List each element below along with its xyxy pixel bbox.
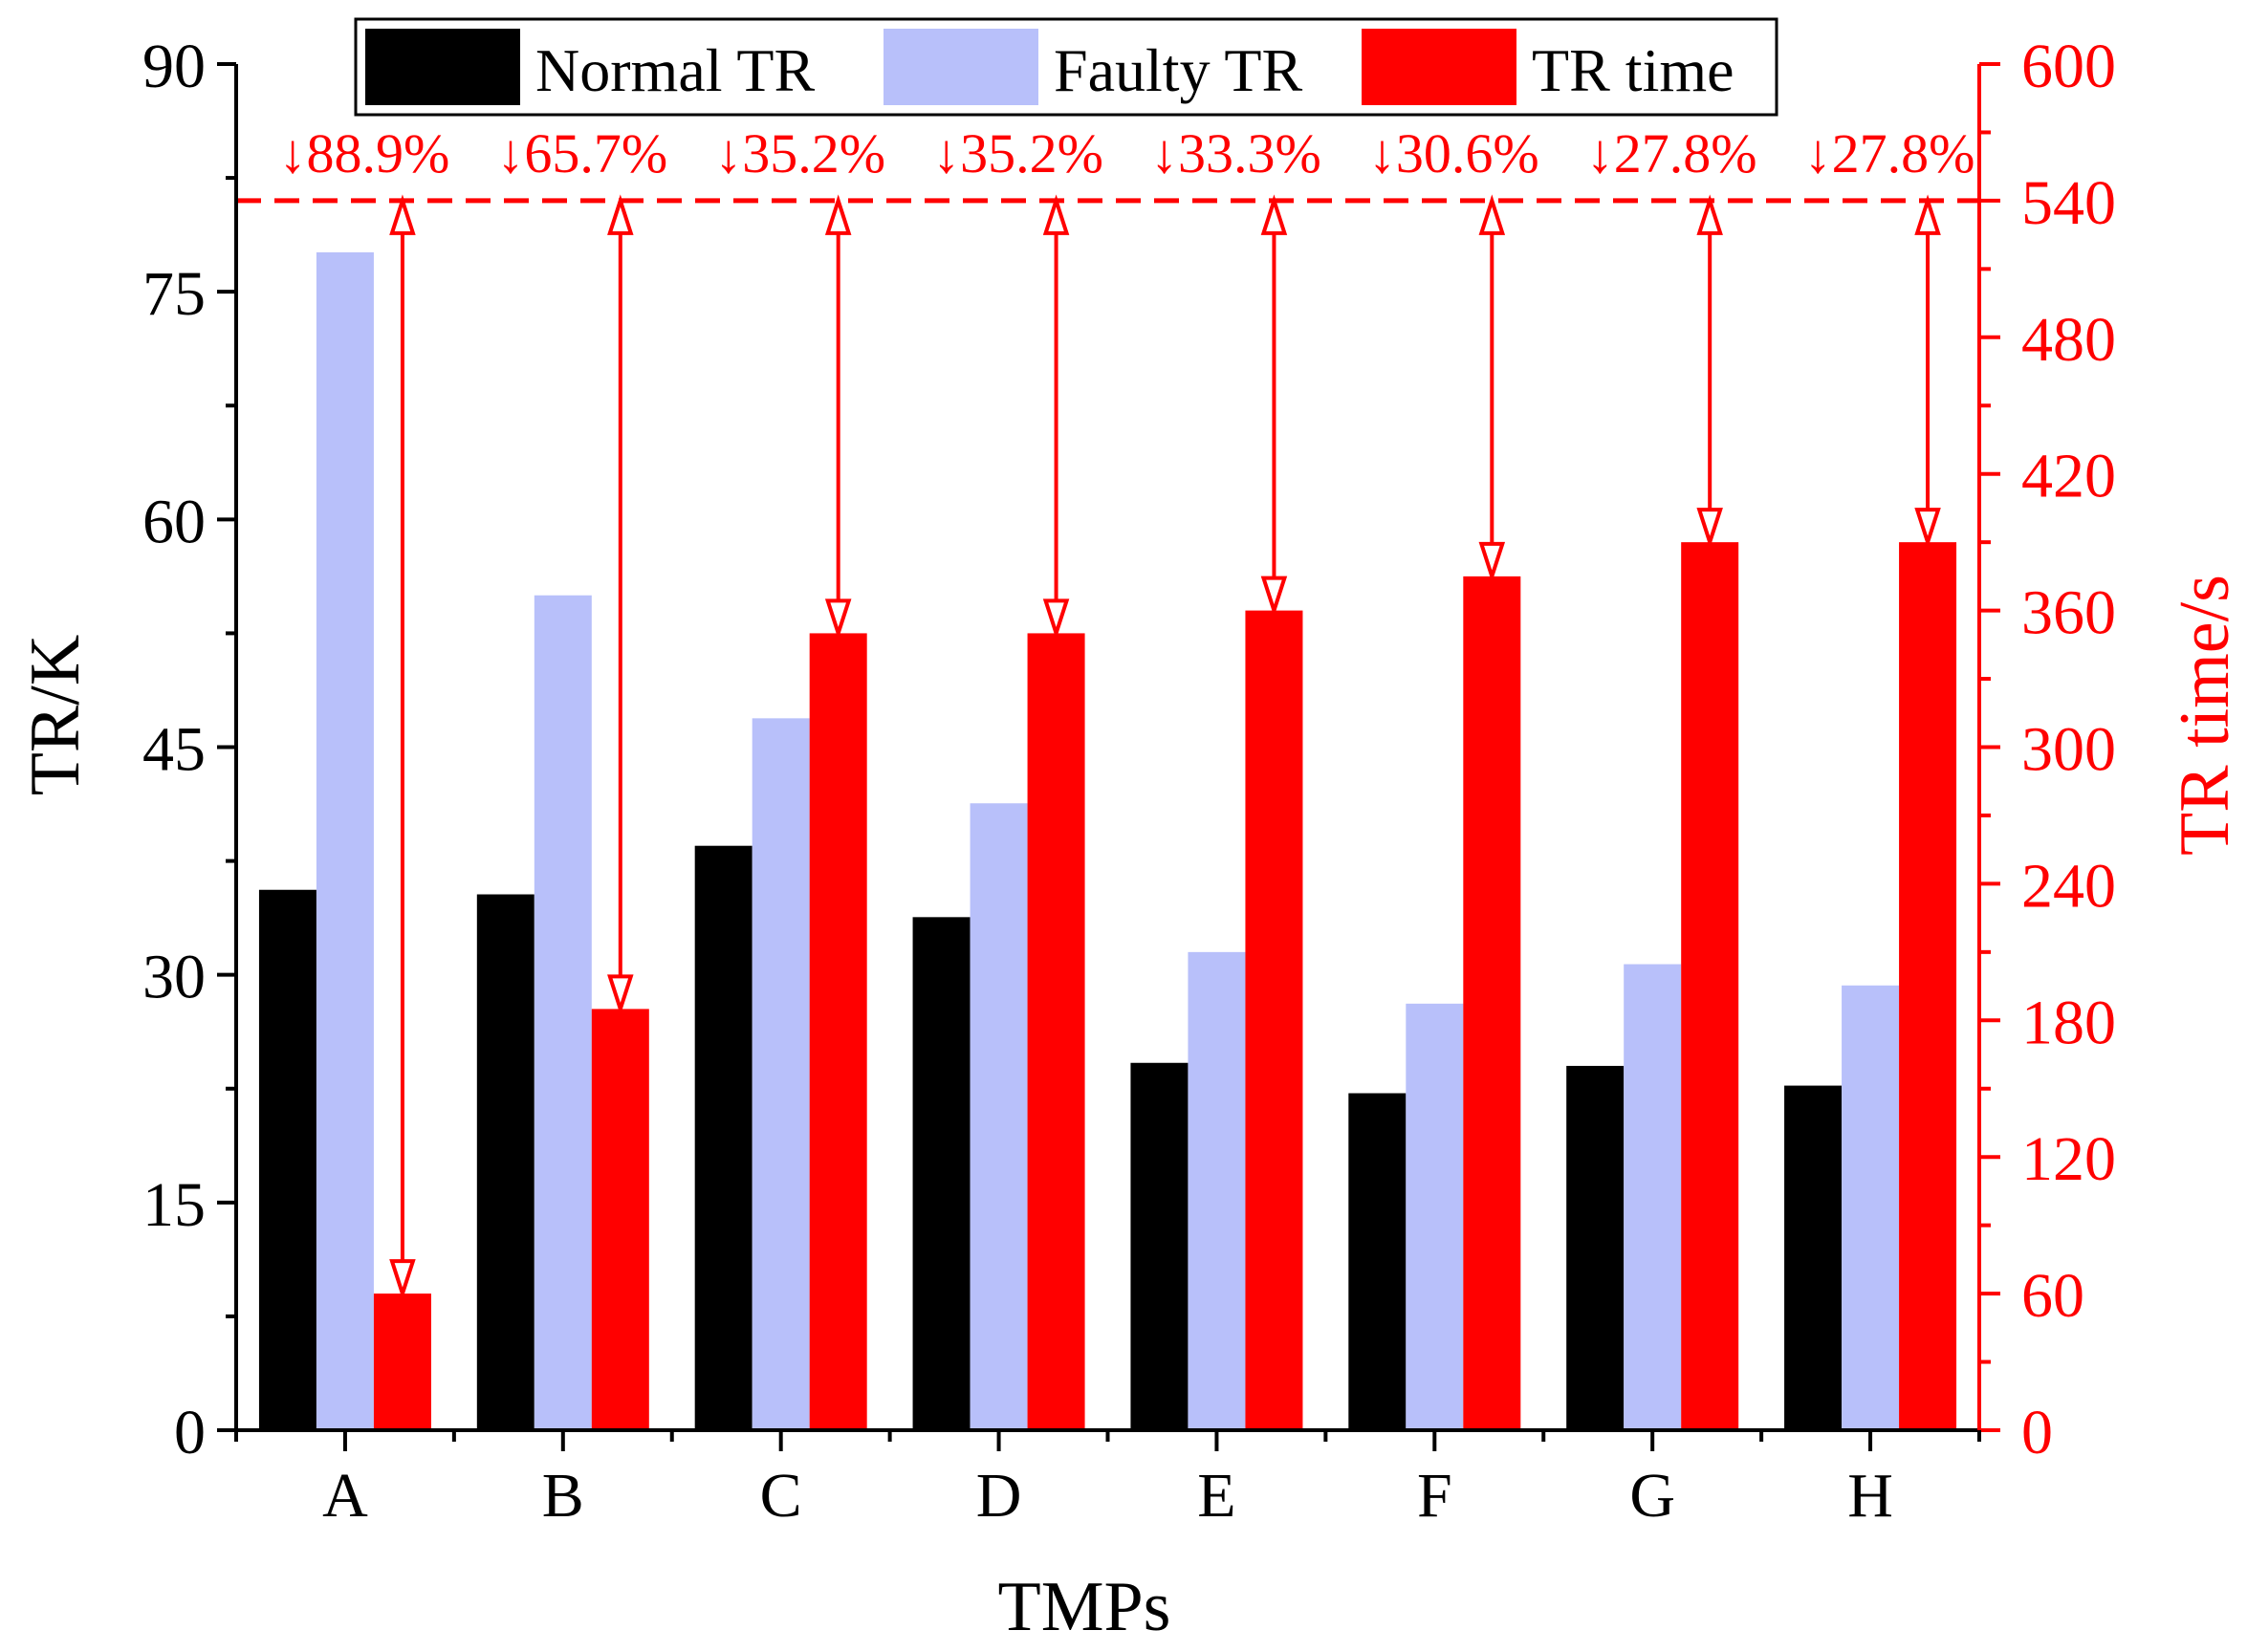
y-tick-label: 0	[174, 1398, 206, 1467]
y2-tick-label: 300	[2021, 715, 2116, 785]
y-tick-label: 60	[142, 487, 206, 556]
reduction-label-d: ↓35.2%	[932, 122, 1103, 185]
y2-tick-label: 60	[2021, 1261, 2084, 1331]
legend-swatch-normal	[365, 29, 520, 105]
reduction-arrow-h	[1914, 194, 1941, 549]
y2-axis-title: TR time/s	[2166, 575, 2244, 856]
reduction-arrow-f	[1478, 194, 1506, 583]
arrow-head-up	[1478, 194, 1506, 235]
bar-faulty-a	[316, 251, 374, 1431]
arrow-head-up	[389, 194, 416, 235]
legend-box	[354, 17, 1778, 117]
y2-tick-label: 540	[2021, 168, 2116, 238]
bar-time-b	[591, 1009, 649, 1430]
arrow-head-up	[1260, 194, 1288, 235]
bar-time-c	[809, 633, 867, 1430]
reduction-label-g: ↓27.8%	[1586, 122, 1757, 185]
bar-normal-e	[1130, 1062, 1189, 1430]
bar-normal-a	[258, 889, 316, 1430]
x-tick-label: H	[1847, 1461, 1893, 1531]
bar-faulty-e	[1188, 951, 1246, 1430]
y-tick-label: 90	[142, 32, 206, 101]
y2-tick-label: 360	[2021, 578, 2116, 648]
legend: Normal TR Faulty TR TR time	[354, 17, 1778, 117]
bar-faulty-c	[752, 718, 810, 1430]
y2-tick-label: 180	[2021, 988, 2116, 1057]
legend-label-time: TR time	[1532, 36, 1734, 104]
bar-time-f	[1463, 576, 1521, 1430]
legend-swatch-time	[1362, 29, 1516, 105]
bar-faulty-h	[1842, 985, 1900, 1430]
arrow-head-down	[1478, 541, 1506, 583]
bar-faulty-d	[970, 803, 1028, 1430]
x-tick-label: B	[542, 1461, 584, 1531]
y-tick-label: 45	[142, 715, 206, 785]
legend-label-faulty: Faulty TR	[1054, 36, 1303, 104]
reduction-arrow-b	[607, 194, 634, 1015]
arrow-head-down	[389, 1259, 416, 1300]
arrow-head-down	[1914, 508, 1941, 549]
bar-normal-h	[1784, 1085, 1843, 1430]
arrow-head-up	[1696, 194, 1723, 235]
arrow-head-down	[1042, 598, 1070, 640]
legend-swatch-faulty	[884, 29, 1038, 105]
reduction-arrow-a	[389, 194, 416, 1300]
reduction-label-a: ↓88.9%	[279, 122, 450, 185]
reduction-label-c: ↓35.2%	[714, 122, 885, 185]
x-tick-label: F	[1417, 1461, 1452, 1531]
y-axis-title: TR/K	[16, 635, 95, 796]
arrow-head-down	[1260, 576, 1288, 618]
arrow-head-up	[607, 194, 634, 235]
bar-normal-d	[912, 917, 971, 1430]
bars-layer	[258, 251, 1957, 1431]
reduction-label-b: ↓65.7%	[496, 122, 667, 185]
arrow-head-down	[1696, 508, 1723, 549]
x-tick-label: E	[1197, 1461, 1235, 1531]
y-tick-label: 30	[142, 943, 206, 1012]
bar-time-g	[1681, 542, 1739, 1430]
bar-time-h	[1899, 542, 1957, 1430]
bar-time-d	[1027, 633, 1085, 1430]
y2-tick-label: 0	[2021, 1398, 2053, 1467]
y2-tick-label: 120	[2021, 1124, 2116, 1194]
y-tick-label: 75	[142, 259, 206, 329]
bar-normal-f	[1348, 1093, 1407, 1430]
reduction-arrow-g	[1696, 194, 1723, 549]
y2-tick-label: 420	[2021, 442, 2116, 511]
reduction-arrows: ↓88.9% ↓65.7% ↓35.2% ↓35.2% ↓33.3% ↓30.6% ↓27.…	[236, 122, 1979, 1300]
bar-normal-c	[694, 845, 753, 1430]
reduction-arrow-e	[1260, 194, 1288, 618]
bar-faulty-g	[1624, 964, 1682, 1430]
y2-tick-label: 480	[2021, 305, 2116, 375]
arrow-head-up	[1914, 194, 1941, 235]
bar-faulty-f	[1406, 1003, 1464, 1430]
arrow-head-up	[1042, 194, 1070, 235]
arrow-head-down	[824, 598, 852, 640]
y-tick-label: 15	[142, 1170, 206, 1240]
reduction-arrow-c	[824, 194, 852, 640]
bar-normal-g	[1566, 1065, 1625, 1430]
legend-label-normal: Normal TR	[535, 36, 815, 104]
bar-time-a	[373, 1293, 431, 1430]
bar-time-e	[1245, 610, 1303, 1430]
y2-tick-label: 600	[2021, 32, 2116, 101]
arrow-head-up	[824, 194, 852, 235]
x-axis-title: TMPs	[998, 1568, 1171, 1646]
x-tick-label: G	[1629, 1461, 1675, 1531]
x-tick-label: C	[760, 1461, 802, 1531]
reduction-label-h: ↓27.8%	[1804, 122, 1975, 185]
tick-labels: 0 15 30 45 60 75 90 0 60 120 180 240 300 360 420 480 540…	[142, 32, 2116, 1531]
reduction-label-e: ↓33.3%	[1150, 122, 1321, 185]
axes	[217, 62, 2000, 1451]
bar-normal-b	[476, 894, 534, 1430]
reduction-label-f: ↓30.6%	[1368, 122, 1539, 185]
x-tick-label: D	[976, 1461, 1022, 1531]
bar-faulty-b	[534, 595, 592, 1430]
y2-tick-label: 240	[2021, 851, 2116, 921]
x-tick-label: A	[322, 1461, 368, 1531]
reduction-arrow-d	[1042, 194, 1070, 640]
arrow-head-down	[607, 974, 634, 1015]
